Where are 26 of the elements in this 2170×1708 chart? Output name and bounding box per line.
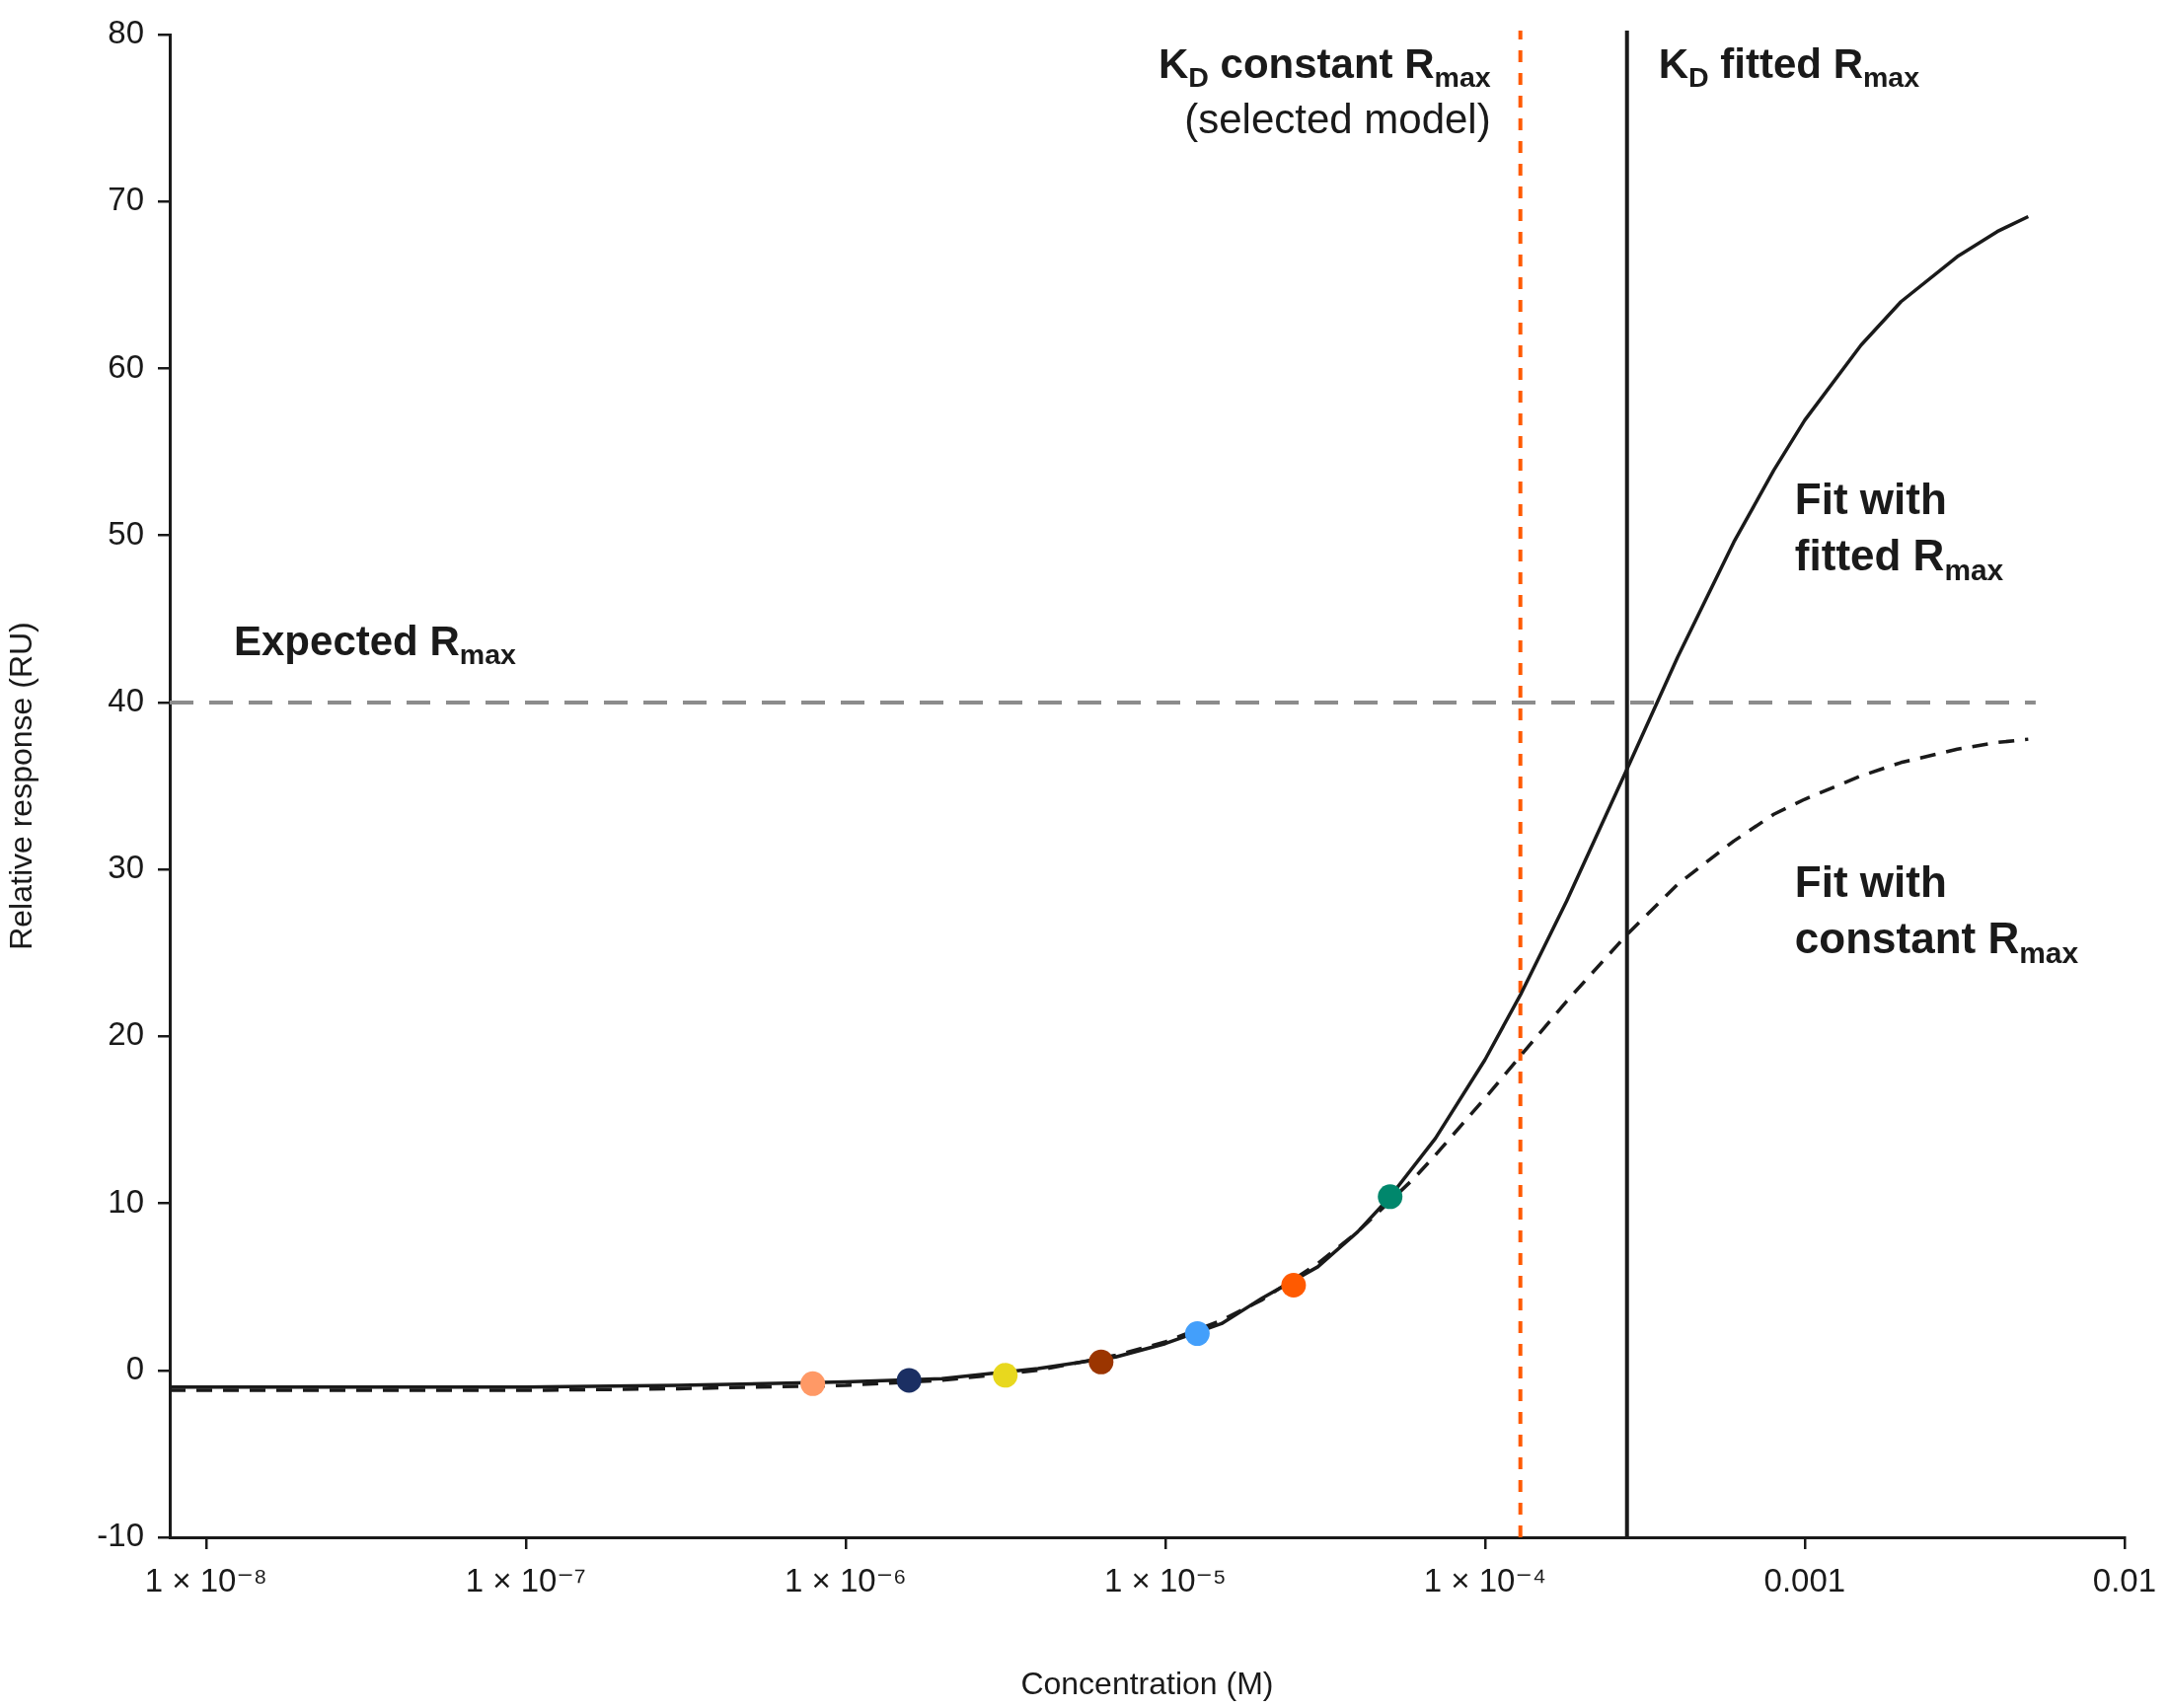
y-tick-label: 80 (108, 14, 144, 51)
point (1281, 1272, 1307, 1298)
y-axis-title: Relative response (RU) (3, 622, 39, 950)
y-tick-label: 60 (108, 347, 144, 385)
point (1184, 1321, 1210, 1347)
x-tick-label: 0.001 (1763, 1561, 1846, 1598)
x-tick-label: 1 × 10⁻⁴ (1423, 1561, 1546, 1598)
y-tick-label: 0 (125, 1349, 144, 1386)
y-tick-label: 20 (108, 1015, 144, 1053)
point (993, 1363, 1018, 1388)
y-tick-label: 70 (108, 181, 144, 218)
x-tick-label: 0.01 (2092, 1561, 2156, 1598)
y-tick-label: -10 (97, 1517, 144, 1554)
x-tick-label: 1 × 10⁻⁵ (1103, 1561, 1227, 1598)
x-tick-label: 1 × 10⁻⁶ (784, 1561, 907, 1598)
x-tick-label: 1 × 10⁻⁸ (144, 1561, 267, 1598)
point (1088, 1349, 1114, 1374)
point (800, 1371, 826, 1396)
y-tick-label: 10 (108, 1182, 144, 1220)
x-tick-label: 1 × 10⁻⁷ (465, 1561, 586, 1598)
point (896, 1368, 922, 1393)
point (1378, 1184, 1403, 1210)
x-axis-title: Concentration (M) (1020, 1665, 1274, 1701)
y-tick-label: 30 (108, 849, 144, 886)
y-tick-label: 50 (108, 514, 144, 552)
y-tick-label: 40 (108, 681, 144, 718)
